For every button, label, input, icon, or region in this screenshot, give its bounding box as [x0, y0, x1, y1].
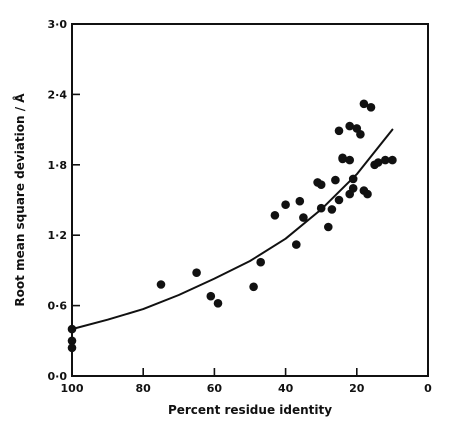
data-point [270, 211, 280, 220]
data-point [331, 175, 340, 185]
y-axis-tick-labels: 0·0 0·6 1·2 1·8 2·4 3·0 [48, 18, 68, 383]
data-point [327, 205, 337, 214]
data-point [281, 200, 290, 209]
x-axis-tick-labels: 100 80 60 40 20 0 [61, 382, 433, 395]
x-tick-label: 20 [349, 382, 365, 395]
y-tick-label: 0·6 [48, 300, 68, 313]
data-point [67, 343, 77, 353]
data-point [299, 213, 308, 222]
plot-frame-group [71, 23, 429, 377]
data-point [363, 189, 372, 199]
data-point [345, 155, 355, 165]
data-point [334, 126, 344, 136]
data-point [292, 240, 301, 249]
x-tick-label: 0 [424, 382, 432, 395]
data-point [348, 174, 358, 184]
data-point [388, 155, 397, 165]
data-point [356, 130, 365, 139]
data-point [359, 99, 369, 109]
data-points-group [67, 99, 397, 353]
x-tick-label: 40 [278, 382, 294, 395]
data-point [338, 154, 347, 164]
data-point [213, 299, 223, 308]
data-point [192, 268, 201, 278]
y-axis-ticks [72, 23, 80, 377]
data-point [67, 324, 77, 334]
data-point [206, 291, 216, 301]
data-point [324, 222, 333, 232]
data-point [295, 196, 305, 206]
data-point [334, 195, 344, 205]
x-axis-title: Percent residue identity [168, 403, 332, 417]
y-tick-label: 1·8 [48, 159, 68, 172]
x-tick-label: 80 [136, 382, 152, 395]
data-point [316, 203, 326, 213]
data-point [348, 184, 358, 193]
y-tick-label: 1·2 [48, 229, 68, 242]
data-point [316, 180, 326, 189]
y-tick-label: 2·4 [48, 88, 68, 101]
data-point [67, 336, 77, 346]
plot-frame [71, 23, 429, 377]
data-point [156, 280, 166, 289]
y-tick-label: 3·0 [48, 18, 68, 31]
y-tick-label: 0·0 [48, 370, 68, 383]
data-point [345, 121, 355, 131]
fit-curve [71, 128, 394, 331]
x-tick-label: 60 [207, 382, 223, 395]
data-point [256, 257, 266, 267]
x-axis-ticks [71, 368, 429, 376]
fit-curve-group [71, 128, 394, 331]
data-point [373, 158, 383, 167]
data-point [249, 282, 258, 292]
data-point [366, 103, 376, 112]
x-tick-label: 100 [61, 382, 84, 395]
y-axis-title: Root mean square deviation / Å [12, 93, 27, 307]
data-point [381, 155, 390, 165]
